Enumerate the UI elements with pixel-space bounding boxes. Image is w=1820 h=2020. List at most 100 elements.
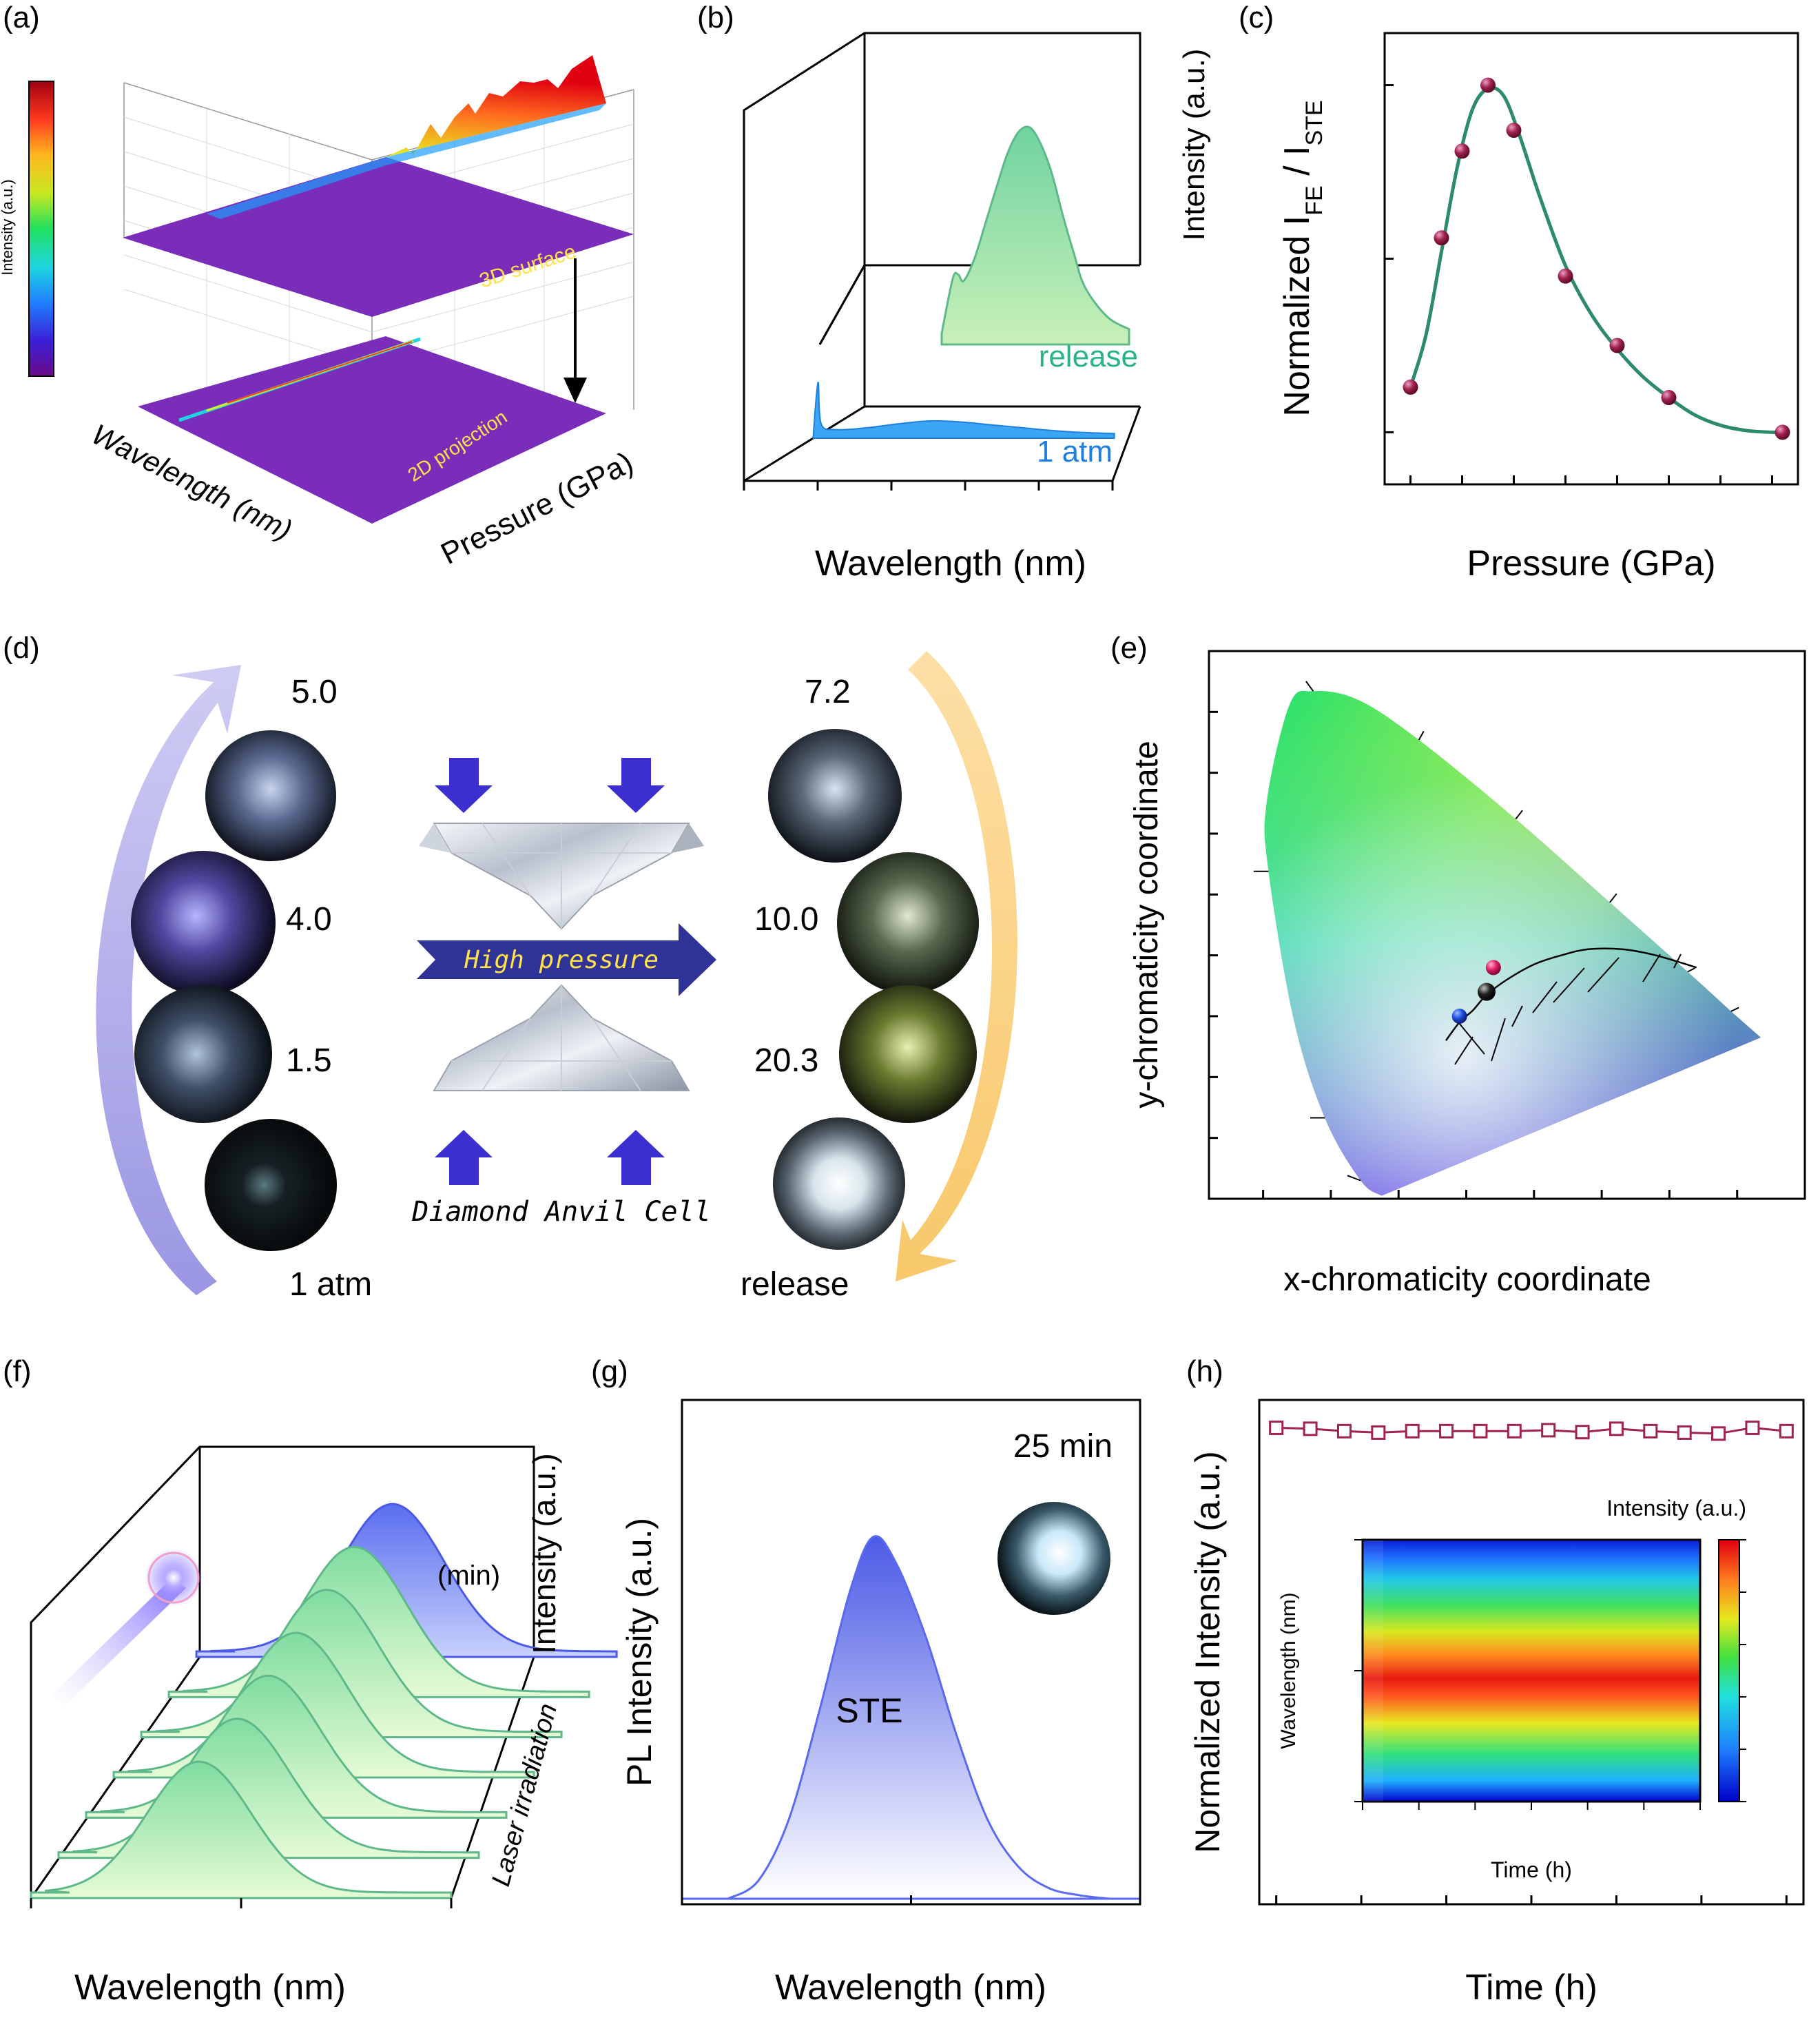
e-ylabel: y-chromaticity coordinate [1128, 741, 1165, 1109]
h-inset-ticks [1354, 1539, 1746, 1810]
c-ylabel: Normalized IFE / ISTE [1277, 100, 1327, 416]
b-1atm-label: 1 atm [1037, 435, 1113, 468]
high-pressure-banner [417, 923, 716, 996]
c-point-1 [1434, 230, 1449, 246]
g-xlabel: Wavelength (nm) [775, 1968, 1046, 2008]
d-label-5.0: 5.0 [291, 674, 338, 710]
g-peak-label: STE [836, 1691, 902, 1730]
c-point-4 [1506, 123, 1522, 138]
c-point-6 [1609, 338, 1625, 353]
b-x-ticks [743, 481, 1114, 491]
h-point-0 [1269, 1420, 1284, 1435]
d-sphere-4.0 [131, 851, 276, 996]
g-x-ticks [681, 1895, 1141, 1904]
h-point-14 [1745, 1420, 1760, 1435]
g-ste-spectrum [682, 1535, 1140, 1900]
panel-b-label: (b) [697, 1, 734, 34]
h-stability-line [1276, 1426, 1787, 1435]
f-time-axis-label: Laser irradiation [486, 1700, 563, 1889]
e-wl-tick-520 [1305, 681, 1314, 692]
e-wl-tick-460 [1347, 1175, 1361, 1182]
d-right-arrow [896, 651, 1017, 1281]
d-label-4.0: 4.0 [286, 901, 332, 938]
h-xlabel: Time (h) [1465, 1968, 1597, 2008]
e-point-0 [1485, 960, 1501, 976]
a-colorbar-title: Intensity (a.u.) [0, 179, 16, 275]
h-ticks [1275, 1895, 1788, 1904]
panel-b: (b) release 1 atm Intensity (a.u.) Wavel… [697, 1, 1211, 584]
h-point-6 [1473, 1423, 1488, 1439]
d-sphere-10.0 [837, 852, 979, 994]
d-label-1.5: 1.5 [286, 1042, 332, 1079]
d-label-20.3: 20.3 [754, 1042, 818, 1079]
a-surface-peak [123, 55, 606, 238]
h-point-3 [1371, 1425, 1386, 1440]
c-point-8 [1775, 424, 1790, 440]
h-point-2 [1336, 1423, 1352, 1439]
d-sphere-1atm [205, 1119, 337, 1251]
h-point-1 [1303, 1421, 1318, 1436]
b-release-label: release [1039, 340, 1138, 373]
h-point-8 [1541, 1423, 1556, 1438]
f-laser-spot [145, 1549, 203, 1607]
h-point-10 [1609, 1421, 1624, 1436]
e-wl-tick-560 [1515, 810, 1523, 820]
panel-e-label: (e) [1110, 631, 1148, 665]
d-label-10.0: 10.0 [754, 901, 818, 938]
diamond-anvil-cell: High pressure Diamond Anvil Cell [411, 758, 716, 1228]
d-sphere-5.0 [205, 730, 336, 861]
h-point-11 [1643, 1423, 1658, 1439]
panel-e: (e) y-chromaticity coordinate x-chromati… [1110, 631, 1806, 1298]
h-point-12 [1677, 1425, 1692, 1440]
e-wl-tick-620 [1730, 1007, 1739, 1012]
f-spectrum-0min [30, 1760, 453, 1899]
d-sphere-1.5 [134, 985, 272, 1123]
f-xlabel: Wavelength (nm) [74, 1968, 346, 2008]
panel-g: (g) 25 min STE PL Intensity (a.u.) Wavel… [591, 1354, 1141, 2008]
panel-h-label: (h) [1186, 1354, 1223, 1388]
b-1atm-spectrum [812, 381, 1115, 439]
e-points [1451, 960, 1501, 1024]
a-projection-plane [138, 336, 606, 524]
g-time-label: 25 min [1013, 1428, 1113, 1465]
b-release-spectrum [940, 125, 1130, 346]
panel-f: (f) (min) Intensity (a.u.) Laser irradia… [3, 1354, 618, 2008]
c-fit-line [1409, 85, 1783, 435]
d-sphere-release [773, 1117, 905, 1250]
h-point-9 [1575, 1425, 1590, 1440]
c-point-7 [1661, 390, 1677, 406]
h-inset-cbar-title: Intensity (a.u.) [1606, 1496, 1746, 1521]
e-ticks [1209, 650, 1739, 1200]
f-spectra [30, 1503, 618, 1899]
e-wavelength-labels [1253, 681, 1739, 1182]
d-label-1atm: 1 atm [289, 1266, 372, 1303]
panel-h: (h) Intensity (a.u.) Wavelength (nm) Tim… [1186, 1354, 1805, 2008]
high-pressure-label: High pressure [464, 946, 659, 974]
dac-label: Diamond Anvil Cell [411, 1196, 710, 1228]
h-point-15 [1779, 1423, 1794, 1439]
panel-c: (c) Normalized IFE / ISTE Pressure (GPa) [1239, 1, 1799, 584]
c-point-5 [1558, 268, 1573, 284]
h-point-5 [1439, 1423, 1454, 1439]
a-colorbar [28, 81, 54, 377]
c-point-2 [1454, 143, 1470, 159]
c-points [1403, 77, 1790, 440]
h-points [1269, 1420, 1794, 1441]
e-planckian-locus [1445, 947, 1697, 1042]
f-laser-beam [52, 1578, 186, 1705]
e-wl-tick-600 [1687, 967, 1695, 973]
anvil-arrows [435, 758, 665, 1185]
h-point-13 [1711, 1426, 1726, 1441]
c-xlabel: Pressure (GPa) [1467, 544, 1715, 584]
e-point-2 [1478, 982, 1496, 1001]
panel-g-label: (g) [591, 1354, 628, 1388]
a-surface-plane [123, 157, 634, 317]
e-wl-tick-540 [1418, 730, 1425, 741]
d-sphere-7.2 [768, 729, 902, 863]
f-spectrum-1min [57, 1718, 480, 1859]
h-inset-heatmap [1361, 1538, 1702, 1803]
h-inset-ylabel: Wavelength (nm) [1277, 1592, 1300, 1749]
b-xlabel: Wavelength (nm) [815, 544, 1086, 584]
panel-d: (d) 5.0 4.0 1.5 1 atm [3, 631, 1017, 1303]
